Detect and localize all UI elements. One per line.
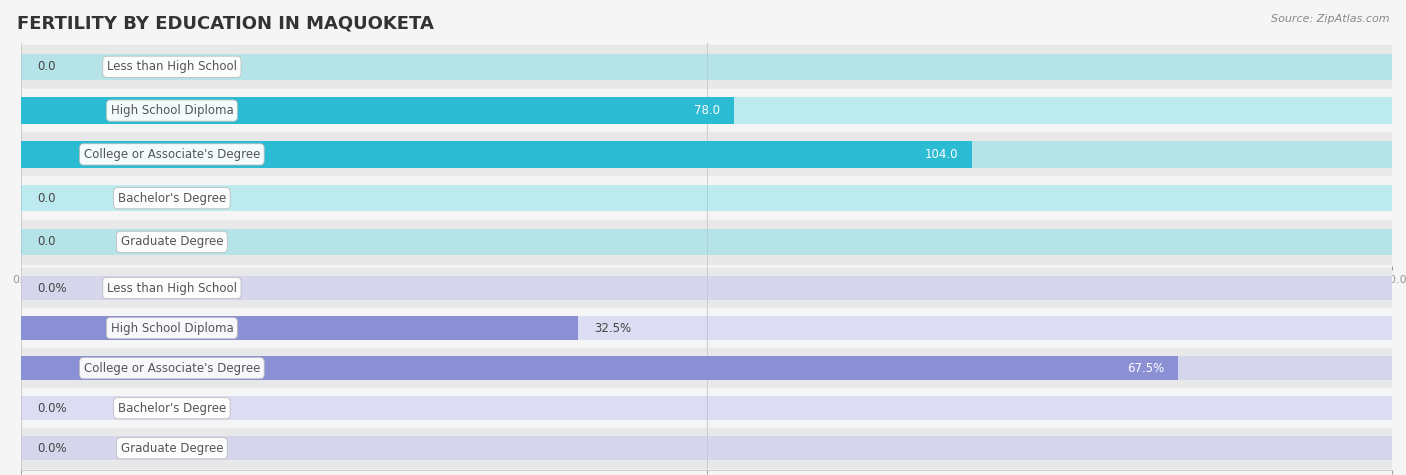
Text: College or Associate's Degree: College or Associate's Degree (84, 148, 260, 161)
Bar (21, 316, 578, 340)
Text: 0.0: 0.0 (38, 191, 56, 205)
Text: 104.0: 104.0 (924, 148, 957, 161)
Text: 78.0: 78.0 (695, 104, 720, 117)
Bar (21, 316, 1392, 340)
Bar (21, 220, 1392, 264)
Text: Graduate Degree: Graduate Degree (121, 442, 224, 455)
Bar (21, 89, 1392, 133)
Text: 0.0%: 0.0% (38, 442, 67, 455)
Bar (21, 97, 1392, 124)
Bar (21, 356, 1178, 380)
Bar (21, 308, 1392, 348)
Bar (21, 276, 1392, 300)
Text: 0.0: 0.0 (38, 236, 56, 248)
Bar (21, 141, 1392, 168)
Bar (21, 268, 1392, 308)
Bar (21, 133, 1392, 176)
Text: Less than High School: Less than High School (107, 60, 236, 73)
Bar (21, 356, 1392, 380)
Text: 67.5%: 67.5% (1126, 361, 1164, 375)
Text: College or Associate's Degree: College or Associate's Degree (84, 361, 260, 375)
Text: Less than High School: Less than High School (107, 282, 236, 294)
Bar (21, 45, 1392, 89)
Bar (21, 176, 1392, 220)
Bar (21, 229, 1392, 255)
Bar (21, 396, 1392, 420)
Bar (21, 348, 1392, 388)
Text: Bachelor's Degree: Bachelor's Degree (118, 191, 226, 205)
Bar (21, 54, 1392, 80)
Text: FERTILITY BY EDUCATION IN MAQUOKETA: FERTILITY BY EDUCATION IN MAQUOKETA (17, 14, 433, 32)
Bar (21, 388, 1392, 428)
Text: Source: ZipAtlas.com: Source: ZipAtlas.com (1271, 14, 1389, 24)
Bar (21, 97, 734, 124)
Bar (21, 428, 1392, 468)
Bar (21, 436, 1392, 460)
Bar (21, 141, 972, 168)
Text: 0.0%: 0.0% (38, 402, 67, 415)
Text: 32.5%: 32.5% (595, 322, 631, 334)
Text: Graduate Degree: Graduate Degree (121, 236, 224, 248)
Text: Bachelor's Degree: Bachelor's Degree (118, 402, 226, 415)
Text: 0.0: 0.0 (38, 60, 56, 73)
Text: High School Diploma: High School Diploma (111, 104, 233, 117)
Text: High School Diploma: High School Diploma (111, 322, 233, 334)
Bar (21, 185, 1392, 211)
Text: 0.0%: 0.0% (38, 282, 67, 294)
